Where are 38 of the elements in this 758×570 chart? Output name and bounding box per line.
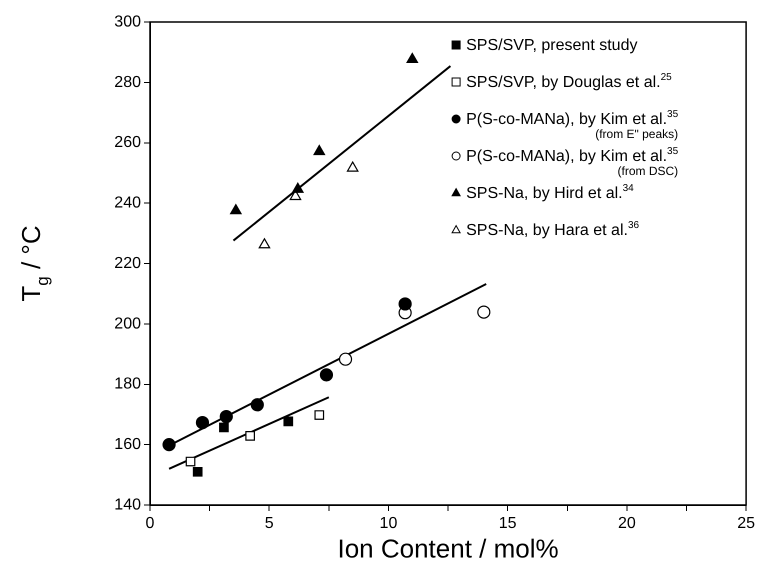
point bbox=[320, 368, 334, 382]
y-tick-label: 280 bbox=[114, 74, 142, 91]
y-tick-label: 240 bbox=[114, 194, 142, 212]
point bbox=[220, 410, 233, 424]
point bbox=[258, 238, 270, 248]
point bbox=[245, 431, 255, 441]
point bbox=[162, 438, 176, 452]
y-tick-label: 260 bbox=[114, 134, 142, 152]
y-tick-label: 300 bbox=[114, 13, 142, 30]
x-tick-label: 5 bbox=[264, 515, 274, 532]
point bbox=[477, 306, 490, 319]
y-tick-label: 140 bbox=[114, 496, 142, 514]
y-tick-label: 220 bbox=[114, 254, 142, 272]
point bbox=[313, 144, 326, 156]
point bbox=[192, 466, 203, 477]
x-tick-label: 0 bbox=[146, 515, 155, 532]
point bbox=[186, 456, 196, 466]
y-tick-label: 160 bbox=[114, 436, 142, 454]
point bbox=[283, 416, 294, 426]
x-tick-label: 15 bbox=[498, 515, 517, 532]
x-tick-label: 25 bbox=[737, 515, 756, 532]
point bbox=[406, 52, 418, 64]
point bbox=[398, 297, 412, 311]
point bbox=[338, 352, 352, 366]
y-tick-label: 180 bbox=[114, 376, 142, 393]
x-axis-title: Ion Content / mol% bbox=[337, 534, 559, 564]
point bbox=[346, 162, 358, 172]
point bbox=[219, 422, 229, 432]
y-axis-title: Tg / °C bbox=[16, 225, 52, 302]
point bbox=[314, 410, 324, 420]
x-tick-label: 20 bbox=[618, 515, 636, 532]
point bbox=[292, 182, 304, 193]
point bbox=[230, 204, 242, 214]
point bbox=[196, 416, 210, 430]
point bbox=[250, 398, 264, 412]
x-tick-label: 10 bbox=[380, 515, 398, 532]
y-tick-label: 200 bbox=[114, 315, 142, 332]
legend-label: SPS/SVP, present study bbox=[466, 37, 638, 54]
